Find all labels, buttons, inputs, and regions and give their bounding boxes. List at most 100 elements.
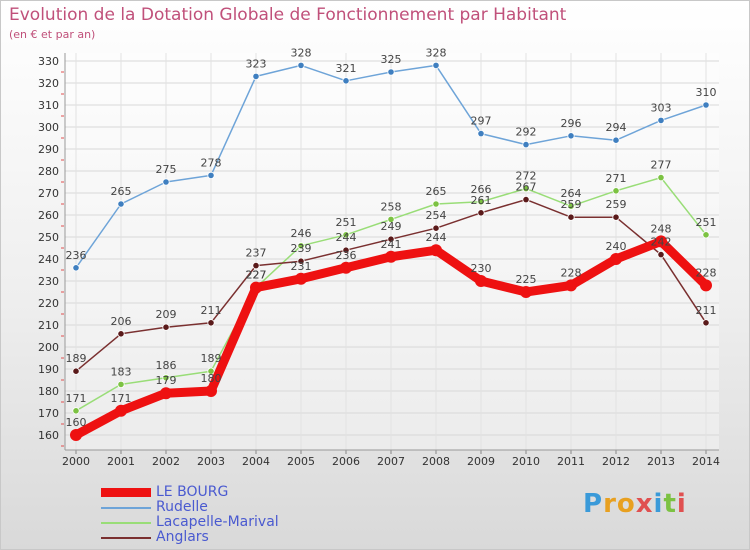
data-label-lacapelle-marival: 189 — [201, 352, 222, 365]
data-label-anglars: 211 — [201, 304, 222, 317]
x-tick-label: 2007 — [377, 455, 405, 468]
data-point-lacapelle-marival — [207, 367, 215, 375]
data-point-le-bourg — [565, 279, 577, 292]
data-point-lacapelle-marival — [387, 215, 395, 223]
x-tick-label: 2009 — [467, 455, 495, 468]
x-tick-label: 2000 — [62, 455, 90, 468]
data-label-le-bourg: 180 — [201, 372, 222, 385]
data-label-anglars: 239 — [291, 242, 312, 255]
data-label-rudelle: 321 — [336, 62, 357, 75]
legend-swatch-le-bourg — [101, 488, 151, 497]
y-tick-label: 240 — [38, 253, 59, 266]
legend-label-lacapelle-marival: Lacapelle-Marival — [156, 514, 279, 530]
data-point-rudelle — [117, 200, 125, 208]
data-label-rudelle: 275 — [156, 163, 177, 176]
data-point-rudelle — [297, 61, 305, 70]
data-point-lacapelle-marival — [342, 231, 350, 239]
x-tick-label: 2005 — [287, 455, 315, 468]
data-point-rudelle — [477, 130, 485, 138]
data-label-le-bourg: 179 — [156, 374, 177, 387]
data-point-le-bourg — [115, 404, 127, 417]
legend-swatch-lacapelle-marival — [101, 522, 151, 524]
data-point-anglars — [612, 213, 620, 221]
data-point-rudelle — [162, 178, 170, 186]
y-tick-label: 210 — [38, 319, 59, 332]
data-label-lacapelle-marival: 186 — [156, 359, 177, 372]
data-point-le-bourg — [655, 235, 667, 248]
data-point-anglars — [117, 330, 125, 338]
data-label-lacapelle-marival: 264 — [561, 187, 582, 200]
axis-layer: 160 170 180 190 200 210 220 230 240 250 260 270 280 2… — [38, 53, 720, 468]
data-label-rudelle: 323 — [246, 57, 267, 70]
y-tick-label: 190 — [38, 363, 59, 376]
legend-swatch-rudelle — [101, 507, 151, 509]
data-point-anglars — [702, 319, 710, 327]
data-point-lacapelle-marival — [432, 200, 440, 208]
data-point-anglars — [567, 213, 575, 221]
data-label-lacapelle-marival: 277 — [651, 159, 672, 172]
data-point-lacapelle-marival — [612, 187, 620, 195]
data-label-anglars: 244 — [336, 231, 357, 244]
data-point-lacapelle-marival — [117, 380, 125, 388]
data-label-lacapelle-marival: 266 — [471, 183, 492, 196]
data-label-lacapelle-marival: 272 — [516, 170, 537, 183]
data-label-anglars: 237 — [246, 247, 267, 260]
data-label-le-bourg: 171 — [111, 392, 132, 405]
data-label-le-bourg: 230 — [471, 262, 492, 275]
y-tick-label: 330 — [38, 55, 59, 68]
data-label-le-bourg: 228 — [561, 266, 582, 279]
data-label-lacapelle-marival: 271 — [606, 172, 627, 185]
data-point-le-bourg — [430, 244, 442, 257]
logo-letter: x — [635, 489, 654, 519]
x-tick-label: 2010 — [512, 455, 540, 468]
data-label-anglars: 206 — [111, 315, 132, 328]
y-tick-label: 260 — [38, 209, 59, 222]
x-tick-label: 2001 — [107, 455, 135, 468]
data-point-lacapelle-marival — [567, 202, 575, 210]
data-label-rudelle: 310 — [696, 86, 717, 99]
data-label-le-bourg: 227 — [246, 269, 267, 282]
y-tick-label: 170 — [38, 407, 59, 420]
data-label-rudelle: 292 — [516, 126, 537, 139]
data-label-rudelle: 325 — [381, 53, 402, 66]
data-label-lacapelle-marival: 251 — [696, 216, 717, 229]
data-point-le-bourg — [340, 261, 352, 274]
data-label-le-bourg: 231 — [291, 260, 312, 273]
data-point-anglars — [657, 251, 665, 259]
data-label-le-bourg: 160 — [66, 416, 87, 429]
data-point-le-bourg — [610, 253, 622, 265]
data-point-le-bourg — [700, 279, 712, 292]
data-point-rudelle — [657, 116, 665, 125]
y-tick-label: 320 — [38, 77, 59, 90]
data-label-lacapelle-marival: 246 — [291, 227, 312, 240]
data-label-anglars: 259 — [606, 198, 627, 211]
data-label-rudelle: 294 — [606, 121, 627, 134]
x-tick-label: 2013 — [647, 455, 675, 468]
legend-label-anglars: Anglars — [156, 529, 209, 545]
y-tick-label: 250 — [38, 231, 59, 244]
proxiti-logo: Proxiti — [583, 489, 687, 519]
y-tick-label: 290 — [38, 143, 59, 156]
chart-title: Evolution de la Dotation Globale de Fonc… — [9, 5, 567, 25]
y-tick-label: 270 — [38, 187, 59, 200]
data-point-anglars — [342, 246, 350, 254]
data-label-anglars: 211 — [696, 304, 717, 317]
logo-letter: t — [663, 489, 677, 519]
data-label-anglars: 249 — [381, 220, 402, 233]
data-point-le-bourg — [295, 272, 307, 285]
data-point-rudelle — [567, 132, 575, 140]
data-label-lacapelle-marival: 251 — [336, 216, 357, 229]
legend-item-anglars: Anglars — [101, 530, 361, 544]
x-tick-label: 2004 — [242, 455, 270, 468]
x-tick-label: 2014 — [692, 455, 720, 468]
data-label-rudelle: 297 — [471, 115, 492, 128]
data-point-anglars — [522, 196, 530, 204]
y-tick-label: 280 — [38, 165, 59, 178]
data-point-anglars — [252, 261, 260, 270]
y-tick-label: 160 — [38, 429, 59, 442]
data-point-lacapelle-marival — [657, 174, 665, 182]
data-point-lacapelle-marival — [702, 231, 710, 239]
data-point-rudelle — [612, 136, 620, 144]
data-label-le-bourg: 228 — [696, 266, 717, 279]
